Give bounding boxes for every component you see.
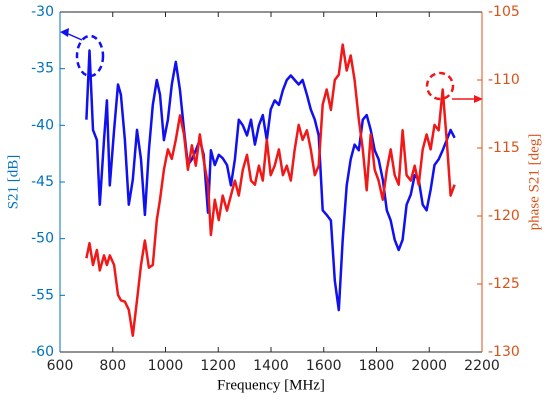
x-tick-label: 2000 [411,358,447,374]
y2-tick-label: -125 [488,276,520,292]
y2-tick-label: -105 [488,4,520,20]
x-tick-label: 600 [47,358,74,374]
x-axis-label: Frequency [MHz] [217,377,325,393]
x-tick-label: 1800 [359,358,395,374]
x-tick-label: 1600 [306,358,342,374]
x-tick-label: 800 [99,358,126,374]
y2-tick-label: -120 [488,208,520,224]
x-tick-label: 1000 [148,358,184,374]
y-tick-label: -45 [31,174,54,190]
arrow-line [65,32,83,41]
annotations [60,28,483,103]
y-axis-label: S21 [dB] [5,155,21,210]
y2-tick-label: -130 [488,344,520,360]
y2-tick-label: -115 [488,140,520,156]
y-tick-label: -50 [31,231,54,247]
data-line [85,43,456,337]
arrow-head [474,95,483,103]
x-tick-label: 2200 [464,358,500,374]
x-tick-label: 1200 [200,358,236,374]
y-tick-label: -40 [31,117,54,133]
x-tick-label: 1400 [253,358,289,374]
ellipse-marker [425,71,455,101]
ellipse-marker [75,34,105,78]
y2-tick-label: -110 [488,72,520,88]
y-tick-label: -55 [31,287,54,303]
y-tick-label: -30 [31,4,54,20]
y2-axis-label: phase S21 [deg] [526,134,542,231]
y-tick-label: -60 [31,344,54,360]
y-tick-label: -35 [31,61,54,77]
arrow-head [60,28,69,37]
